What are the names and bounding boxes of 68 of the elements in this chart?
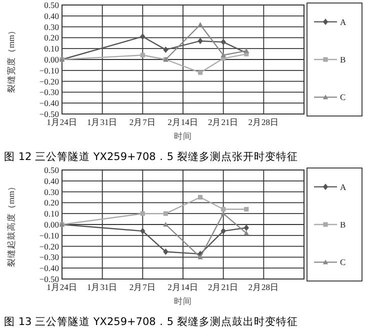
x-tick-label: 1月31日 [86, 282, 118, 292]
legend-label: B [340, 220, 346, 230]
point [198, 70, 203, 75]
y-tick-label: 0.10 [44, 44, 59, 54]
y-tick-label: −0.40 [39, 263, 59, 274]
y-tick-label: 0.10 [44, 208, 59, 219]
point [163, 46, 168, 53]
x-tick-label: 2月14日 [168, 117, 198, 127]
y-axis-title: 裂缝宽度（mm） [6, 26, 16, 94]
x-tick-label: 2月21日 [208, 282, 239, 292]
y-tick-label: 0.50 [44, 0, 59, 10]
y-tick-label: −0.30 [39, 252, 59, 262]
point [244, 230, 249, 236]
x-tick-label: 2月28日 [248, 117, 280, 127]
x-tick-label: 2月7日 [129, 282, 156, 292]
point [140, 211, 145, 216]
y-axis-title: 裂缝起鼓高度（mm） [6, 182, 16, 268]
y-tick-label: −0.30 [39, 87, 59, 98]
point [244, 48, 249, 53]
point [163, 211, 168, 216]
y-tick-label: −0.20 [39, 241, 59, 252]
y-tick-label: 0.30 [44, 186, 59, 197]
y-tick-label: 0.00 [44, 220, 59, 230]
y-tick-label: 0.50 [44, 165, 59, 175]
x-tick-label: 2月21日 [208, 117, 239, 127]
x-tick-label: 1月24日 [46, 117, 78, 127]
legend-label: A [340, 16, 347, 27]
point [220, 228, 226, 234]
point [163, 222, 168, 227]
point [244, 224, 249, 231]
point [198, 38, 203, 44]
x-tick-label: 1月31日 [86, 117, 118, 127]
y-tick-label: 0.20 [44, 32, 59, 43]
y-tick-label: −0.50 [39, 274, 59, 284]
point [198, 254, 203, 260]
x-axis-title: 时间 [174, 131, 192, 141]
legend-label: B [340, 54, 346, 64]
x-axis-title: 时间 [174, 296, 192, 306]
x-tick-label: 1月24日 [46, 282, 78, 292]
y-tick-label: −0.50 [39, 109, 59, 119]
point [244, 206, 249, 212]
y-tick-label: 0.40 [44, 10, 59, 21]
y-tick-label: 0.00 [44, 54, 59, 64]
point [220, 38, 226, 46]
point [140, 33, 146, 40]
point [220, 52, 226, 58]
y-tick-label: 0.40 [44, 176, 59, 186]
point [140, 52, 145, 58]
x-tick-label: 2月7日 [129, 117, 156, 127]
legend-label: C [340, 257, 346, 268]
x-tick-label: 2月14日 [168, 282, 198, 292]
legend-label: C [340, 92, 346, 102]
point [198, 194, 203, 200]
y-tick-label: −0.20 [39, 76, 59, 86]
point [140, 228, 146, 234]
y-tick-label: −0.10 [39, 230, 59, 240]
text: 图 13 三公箐隧道 YX259+708．5 裂缝多测点鼓出时变特征 [4, 315, 298, 328]
y-tick-label: 0.30 [44, 22, 59, 32]
x-tick-label: 2月28日 [248, 282, 280, 292]
point [163, 248, 168, 255]
y-tick-label: −0.40 [39, 98, 59, 108]
point [198, 22, 203, 27]
point [221, 206, 226, 212]
y-tick-label: −0.10 [39, 65, 59, 76]
point [220, 211, 226, 216]
text: 图 12 三公箐隧道 YX259+708．5 裂缝多测点张开时变特征 [4, 150, 298, 163]
y-tick-label: 0.20 [44, 198, 59, 208]
legend-label: A [340, 182, 347, 192]
